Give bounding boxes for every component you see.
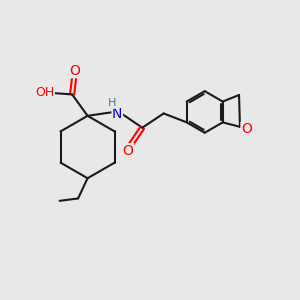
- Text: H: H: [108, 98, 117, 108]
- Text: O: O: [123, 144, 134, 158]
- Text: N: N: [112, 107, 122, 121]
- Text: O: O: [241, 122, 252, 136]
- Text: O: O: [69, 64, 80, 78]
- Text: OH: OH: [35, 85, 54, 98]
